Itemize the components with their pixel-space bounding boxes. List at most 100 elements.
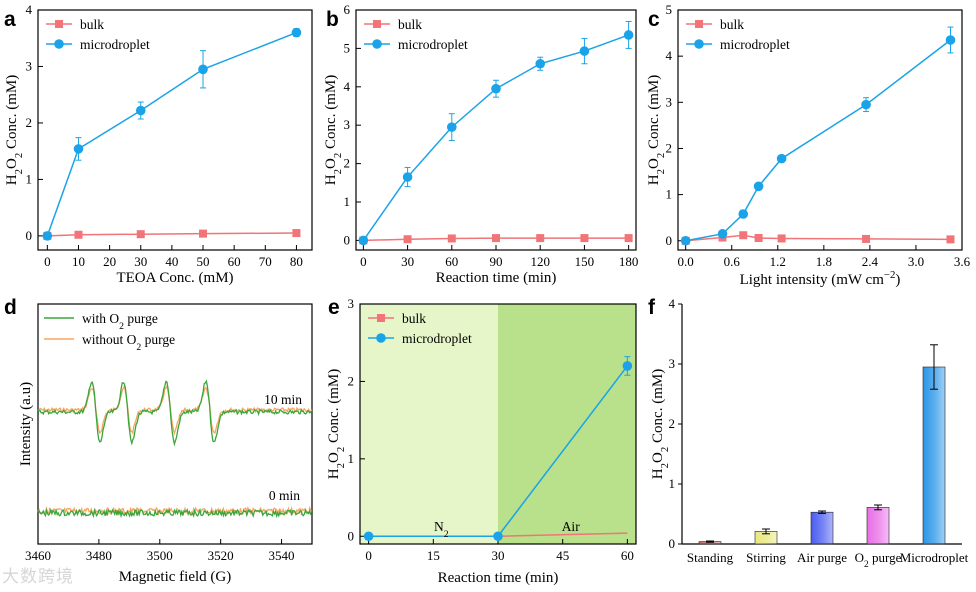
panel-a-xtick-label: 30 (134, 254, 147, 269)
panel-e-ytick-label: 3 (348, 296, 355, 311)
panel-d-xtick-label: 3540 (269, 548, 295, 563)
panel-e-legend-label: microdroplet (402, 331, 472, 346)
panel-f-ytick-label: 3 (669, 356, 676, 371)
panel-b-xtick-label: 150 (575, 254, 595, 269)
panel-b-xtick-label: 0 (360, 254, 367, 269)
panel-e-legend-label: bulk (402, 311, 426, 326)
panel-b-bulk-point (536, 234, 545, 243)
panel-d-ylabel: Intensity (a.u) (18, 382, 34, 466)
panel-c-xlabel: Light intensity (mW cm−2) (740, 269, 901, 288)
panel-a-xtick-label: 80 (290, 254, 303, 269)
panel-a-xtick-label: 60 (228, 254, 241, 269)
panel-b-microdroplet-point (623, 30, 634, 40)
panel-c-bulk-point (777, 234, 786, 243)
panel-f-bar (810, 511, 834, 545)
panel-b-ytick-label: 5 (344, 40, 351, 55)
panel-c-microdroplet-point (680, 235, 691, 246)
panel-e-xtick-label: 45 (556, 548, 569, 563)
panel-c-microdroplet-line (685, 39, 951, 242)
panel-a-ytick-label: 2 (26, 115, 33, 130)
watermark: 大数跨境 (2, 567, 74, 587)
panel-b-microdroplet-point (446, 122, 457, 132)
panel-b-xlabel: Reaction time (min) (436, 270, 557, 286)
panel-a-ytick-label: 1 (26, 171, 33, 186)
panel-b-xtick-label: 30 (401, 254, 414, 269)
panel-a-letter: a (4, 8, 16, 31)
panel-c-xtick-label: 1.2 (770, 254, 786, 269)
panel-b-ytick-label: 0 (344, 232, 351, 247)
panel-e-region-label: Air (562, 519, 581, 534)
panel-c-bulk-point (739, 231, 748, 240)
panel-a-microdroplet-point (73, 144, 84, 154)
panel-b-ytick-label: 4 (344, 79, 351, 94)
panel-c-microdroplet-point (753, 181, 764, 192)
panel-e-microdroplet-point (493, 531, 503, 542)
panel-e-microdroplet-point (363, 531, 374, 542)
panel-c-xtick-label: 0.0 (678, 254, 694, 269)
panel-f-ytick-label: 1 (669, 476, 676, 491)
panel-b-bulk-point (447, 234, 456, 243)
panel-a-legend-label: microdroplet (80, 37, 150, 52)
panel-a-bulk-point (136, 230, 145, 239)
panel-b-bulk-point (403, 235, 412, 244)
panel-c-legend-marker (694, 39, 704, 49)
panel-d-xlabel: Magnetic field (G) (119, 569, 231, 585)
panel-b-bulk-point (580, 234, 589, 243)
panel-b-bulk-point (624, 234, 633, 243)
panel-c-bulk-point (946, 235, 955, 244)
panel-f-ytick-label: 4 (669, 296, 676, 311)
panel-c-ytick-label: 5 (666, 2, 673, 17)
panel-b-microdroplet-point (535, 58, 546, 69)
panel-d-xtick-label: 3520 (208, 548, 234, 563)
panel-b-legend-label: bulk (398, 17, 422, 32)
panel-b-microdroplet-line (362, 34, 629, 241)
panel-a-xtick-label: 20 (103, 254, 116, 269)
panel-e-region-label: N2 (434, 519, 449, 540)
panel-b-xtick-label: 180 (619, 254, 639, 269)
panel-b-legend-marker (372, 39, 382, 49)
panel-a-xtick-label: 50 (197, 254, 210, 269)
panel-a-microdroplet-point (198, 64, 208, 75)
panel-c-ytick-label: 4 (666, 48, 673, 63)
panel-c-bulk-point (862, 234, 871, 243)
panel-e-legend-marker (376, 333, 386, 343)
panel-b-bulk-point (492, 234, 500, 243)
panel-a-legend-label: bulk (80, 17, 104, 32)
panel-c-legend-label: bulk (720, 17, 744, 32)
panel-d-annotation: 0 min (269, 488, 300, 503)
panel-b-xtick-label: 60 (445, 254, 458, 269)
panel-b-microdroplet-point (358, 235, 369, 246)
panel-a-bulk-line (47, 232, 297, 237)
panel-f-letter: f (648, 296, 656, 319)
panel-d-with-o2-0min (37, 507, 313, 519)
panel-f-ytick-label: 2 (669, 416, 676, 431)
panel-a-legend-marker (54, 39, 64, 49)
panel-b-microdroplet-point (579, 46, 590, 56)
panel-b-ytick-label: 6 (344, 2, 351, 17)
panel-a-frame (37, 9, 313, 251)
panel-d-legend-label: with O2 purge (82, 311, 158, 332)
panel-b-legend-marker (373, 20, 381, 28)
panel-e-xlabel: Reaction time (min) (438, 570, 559, 586)
panel-a-bulk-point (199, 229, 208, 238)
panel-c-bulk-point (754, 234, 763, 242)
panel-e-ytick-label: 2 (348, 373, 355, 388)
panel-d-xtick-label: 3500 (147, 548, 173, 563)
panel-c-ytick-label: 1 (666, 187, 673, 202)
panel-c-microdroplet-point (717, 229, 728, 239)
panel-e-xtick-label: 0 (365, 548, 372, 563)
panel-b-microdroplet-point (491, 83, 501, 94)
panel-b-xtick-label: 90 (490, 254, 503, 269)
panel-f-bar (922, 366, 946, 545)
panel-e-xtick-label: 30 (492, 548, 505, 563)
panel-e-ytick-label: 1 (348, 451, 355, 466)
panel-a-ytick-label: 0 (26, 228, 33, 243)
panel-f-bar (866, 507, 890, 545)
panel-b-xtick-label: 120 (530, 254, 550, 269)
panel-f-ylabel: H2O2 Conc. (mM) (650, 369, 671, 479)
panel-f-ytick-label: 0 (669, 536, 676, 551)
panel-a-xtick-label: 70 (259, 254, 272, 269)
panel-d-with-o2-10min (37, 379, 313, 447)
panel-c-legend-marker (695, 20, 703, 28)
